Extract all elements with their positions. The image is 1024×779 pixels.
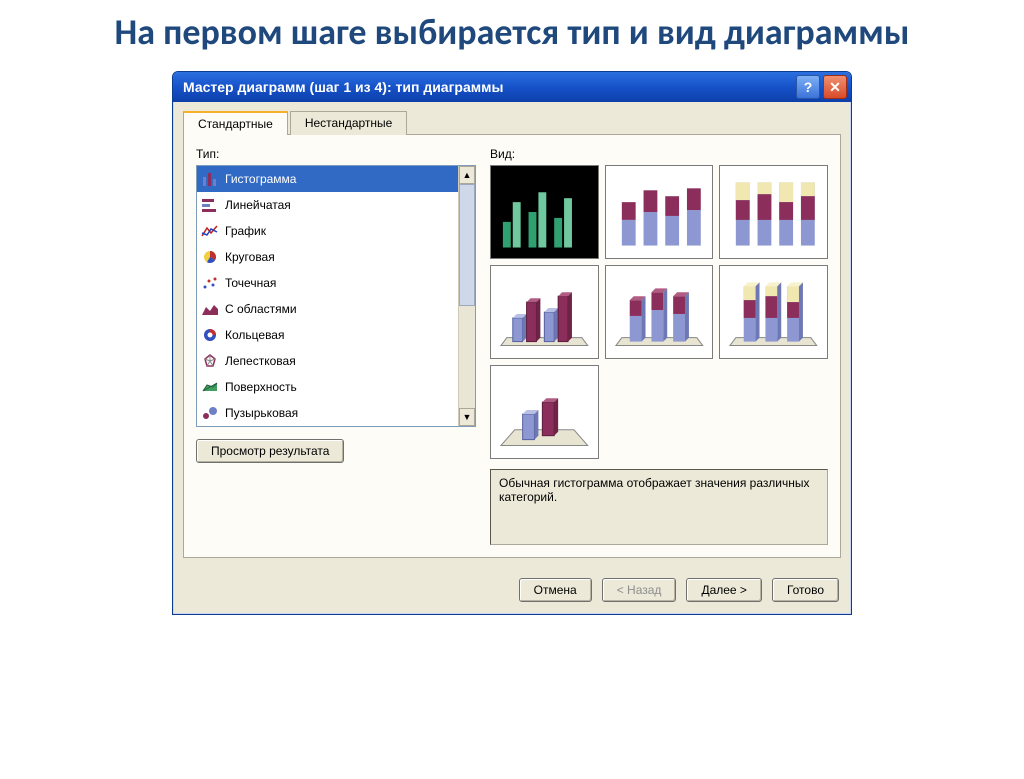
chart-type-item[interactable]: Кольцевая: [197, 322, 458, 348]
chart-type-icon: [201, 353, 219, 369]
subtype-empty: [719, 365, 828, 457]
chart-type-label: Точечная: [225, 276, 276, 290]
chart-type-item[interactable]: Лепестковая: [197, 348, 458, 374]
chart-type-label: График: [225, 224, 266, 238]
subtype-3d-clustered-column[interactable]: [490, 265, 599, 359]
dialog-buttons: Отмена < Назад Далее > Готово: [173, 568, 851, 614]
scroll-up-button[interactable]: ▲: [459, 166, 475, 184]
cancel-button[interactable]: Отмена: [519, 578, 592, 602]
chart-type-icon: [201, 275, 219, 291]
next-button[interactable]: Далее >: [686, 578, 762, 602]
chart-type-icon: [201, 249, 219, 265]
chart-type-item[interactable]: Гистограмма: [197, 166, 458, 192]
chart-type-icon: [201, 197, 219, 213]
chart-type-label: Круговая: [225, 250, 275, 264]
chart-wizard-dialog: Мастер диаграмм (шаг 1 из 4): тип диагра…: [172, 71, 852, 615]
subtype-100pct-stacked-column[interactable]: [719, 165, 828, 259]
chart-type-label: С областями: [225, 302, 297, 316]
slide-title: На первом шаге выбирается тип и вид диаг…: [40, 12, 984, 53]
chart-type-icon: [201, 405, 219, 421]
close-button[interactable]: ✕: [823, 75, 847, 99]
chart-type-icon: [201, 301, 219, 317]
chart-type-item[interactable]: Пузырьковая: [197, 400, 458, 426]
subtype-grid: [490, 165, 828, 459]
chart-type-label: Пузырьковая: [225, 406, 298, 420]
chart-type-item[interactable]: С областями: [197, 296, 458, 322]
preview-result-button[interactable]: Просмотр результата: [196, 439, 344, 463]
chart-type-item[interactable]: Линейчатая: [197, 192, 458, 218]
subtype-clustered-column[interactable]: [490, 165, 599, 259]
finish-button[interactable]: Готово: [772, 578, 839, 602]
scroll-thumb[interactable]: [459, 184, 475, 306]
chart-type-icon: [201, 171, 219, 187]
subtype-3d-column[interactable]: [490, 365, 599, 459]
subtype-3d-stacked-column[interactable]: [605, 265, 714, 359]
subtype-description: Обычная гистограмма отображает значения …: [490, 469, 828, 545]
chart-type-label: Гистограмма: [225, 172, 296, 186]
chart-type-item[interactable]: Круговая: [197, 244, 458, 270]
scrollbar[interactable]: ▲ ▼: [458, 166, 475, 426]
scroll-down-button[interactable]: ▼: [459, 408, 475, 426]
dialog-title: Мастер диаграмм (шаг 1 из 4): тип диагра…: [183, 79, 793, 95]
chart-type-label: Поверхность: [225, 380, 297, 394]
chart-type-label: Линейчатая: [225, 198, 291, 212]
tab-strip: Стандартные Нестандартные: [183, 110, 841, 135]
chart-type-icon: [201, 327, 219, 343]
chart-type-item[interactable]: График: [197, 218, 458, 244]
chart-type-item[interactable]: Точечная: [197, 270, 458, 296]
chart-type-list[interactable]: Гистограмма Линейчатая График Круговая Точеч…: [196, 165, 476, 427]
chart-type-icon: [201, 223, 219, 239]
tab-custom[interactable]: Нестандартные: [290, 111, 408, 135]
type-label: Тип:: [196, 147, 476, 161]
titlebar: Мастер диаграмм (шаг 1 из 4): тип диагра…: [173, 72, 851, 102]
subtype-label: Вид:: [490, 147, 828, 161]
back-button[interactable]: < Назад: [602, 578, 677, 602]
subtype-empty: [605, 365, 714, 457]
chart-type-label: Кольцевая: [225, 328, 284, 342]
tab-standard[interactable]: Стандартные: [183, 111, 288, 135]
chart-type-item[interactable]: Поверхность: [197, 374, 458, 400]
chart-type-icon: [201, 379, 219, 395]
help-button[interactable]: ?: [796, 75, 820, 99]
chart-type-label: Лепестковая: [225, 354, 296, 368]
subtype-stacked-column[interactable]: [605, 165, 714, 259]
subtype-3d-100pct-stacked-column[interactable]: [719, 265, 828, 359]
